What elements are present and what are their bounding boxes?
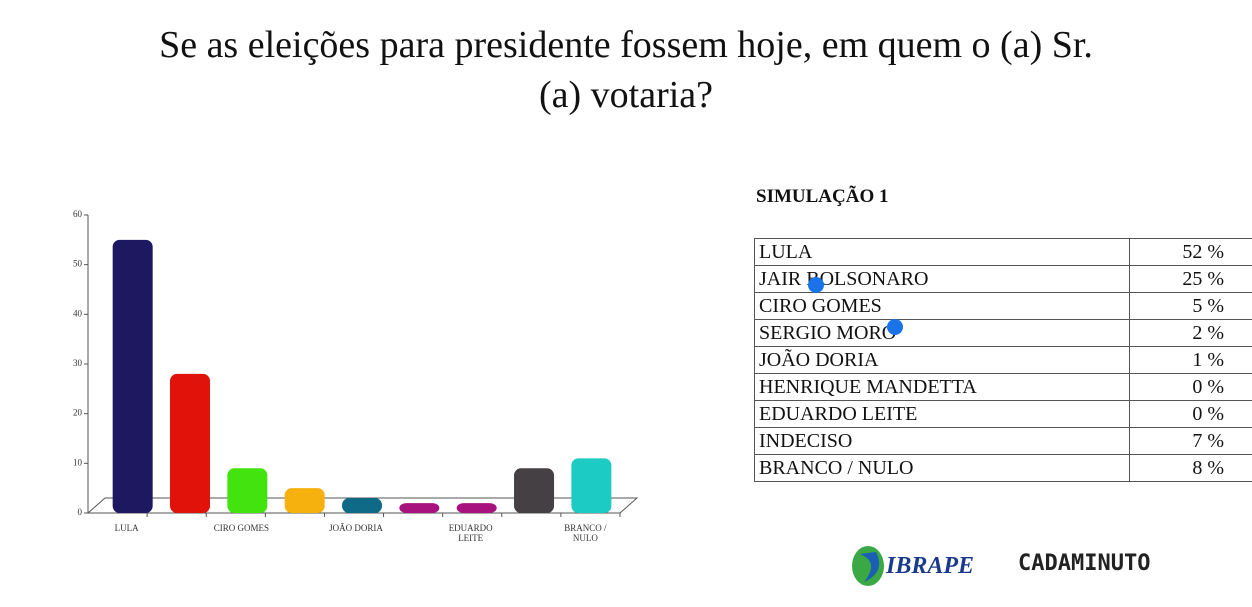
bar bbox=[456, 503, 497, 513]
name-cell: BRANCO / NULO bbox=[754, 454, 1130, 482]
y-tick-label: 20 bbox=[73, 408, 83, 418]
table-row: JAIR BOLSONARO 25 % bbox=[754, 265, 1252, 293]
name-cell: HENRIQUE MANDETTA bbox=[754, 373, 1130, 401]
x-tick-label: LULA bbox=[114, 523, 139, 533]
percent-cell: 1 % bbox=[1129, 346, 1252, 374]
logo-cadaminuto: CADAMINUTO bbox=[1018, 551, 1151, 576]
selection-handle[interactable] bbox=[887, 319, 903, 335]
table-row: BRANCO / NULO 8 % bbox=[754, 454, 1252, 482]
table-title: SIMULAÇÃO 1 bbox=[756, 186, 889, 207]
table-row: JOÃO DORIA 1 % bbox=[754, 346, 1252, 374]
percent-cell: 52 % bbox=[1129, 238, 1252, 266]
percent-cell: 5 % bbox=[1129, 292, 1252, 320]
table-row: CIRO GOMES 5 % bbox=[754, 292, 1252, 320]
bar bbox=[284, 488, 325, 513]
bar bbox=[514, 468, 555, 513]
bar bbox=[170, 373, 211, 513]
percent-cell: 7 % bbox=[1129, 427, 1252, 455]
y-tick-label: 30 bbox=[73, 358, 83, 368]
logo-text: IBRAPE bbox=[886, 552, 975, 579]
name-cell: INDECISO bbox=[754, 427, 1130, 455]
name-cell: SERGIO MORO bbox=[754, 319, 1130, 347]
table-row: SERGIO MORO 2 % bbox=[754, 319, 1252, 347]
percent-cell: 2 % bbox=[1129, 319, 1252, 347]
x-tick-label: EDUARDO LEITE bbox=[448, 523, 493, 543]
percent-cell: 8 % bbox=[1129, 454, 1252, 482]
logo-ibrape: IBRAPE bbox=[850, 544, 974, 588]
logo-icon bbox=[852, 546, 884, 586]
percent-cell: 0 % bbox=[1129, 400, 1252, 428]
bar bbox=[399, 503, 440, 513]
y-tick-label: 50 bbox=[73, 259, 83, 269]
name-cell: JOÃO DORIA bbox=[754, 346, 1130, 374]
table-row: INDECISO 7 % bbox=[754, 427, 1252, 455]
y-tick-label: 0 bbox=[78, 507, 83, 517]
bar bbox=[571, 458, 612, 513]
y-tick-label: 40 bbox=[73, 308, 83, 318]
x-tick-label: BRANCO / NULO bbox=[564, 523, 607, 543]
x-tick-label: CIRO GOMES bbox=[213, 523, 269, 533]
selection-handle[interactable] bbox=[808, 277, 824, 293]
x-tick-label: JOÃO DORIA bbox=[329, 523, 383, 533]
name-cell: LULA bbox=[754, 238, 1130, 266]
results-table: LULA 52 % JAIR BOLSONARO 25 % CIRO GOMES 5 % S… bbox=[754, 238, 1252, 482]
heading: Se as eleições para presidente fossem ho… bbox=[159, 24, 1093, 116]
bar bbox=[342, 498, 383, 513]
name-cell: EDUARDO LEITE bbox=[754, 400, 1130, 428]
table-row: LULA 52 % bbox=[754, 238, 1252, 266]
y-tick-label: 10 bbox=[73, 457, 83, 467]
bar bbox=[112, 239, 153, 514]
percent-cell: 0 % bbox=[1129, 373, 1252, 401]
percent-cell: 25 % bbox=[1129, 265, 1252, 293]
table-row: EDUARDO LEITE 0 % bbox=[754, 400, 1252, 428]
bar bbox=[227, 468, 268, 513]
table-row: HENRIQUE MANDETTA 0 % bbox=[754, 373, 1252, 401]
name-cell: CIRO GOMES bbox=[754, 292, 1130, 320]
chart: 0 10 20 30 40 50 60 bbox=[73, 209, 639, 517]
y-tick-label: 60 bbox=[73, 209, 83, 219]
